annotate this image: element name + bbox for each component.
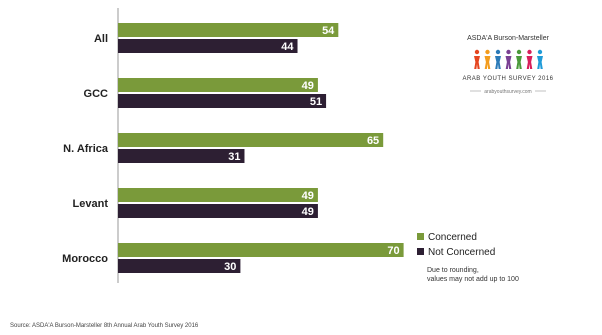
logo-figure-head-5	[516, 49, 522, 55]
value-label-concerned-levant: 49	[302, 190, 314, 202]
bar-concerned-levant	[118, 188, 318, 202]
survey-logo: ASDA'A Burson-Marsteller ARAB YOUTH SURV…	[462, 35, 553, 95]
bar-not-concerned-all	[118, 39, 298, 53]
legend: Concerned Not Concerned	[417, 232, 495, 258]
legend-label-concerned: Concerned	[428, 232, 477, 243]
logo-figure-head-2	[485, 49, 490, 55]
logo-figure-body-4	[505, 56, 512, 69]
category-label-gcc: GCC	[84, 88, 109, 100]
value-label-concerned-gcc: 49	[302, 80, 314, 92]
bar-not-concerned-morocco	[118, 259, 241, 273]
legend-swatch-not-concerned	[417, 248, 424, 255]
logo-figure-head-6	[527, 49, 532, 55]
bar-concerned-n-africa	[118, 133, 384, 147]
logo-figure-body-5	[516, 56, 522, 69]
source-footnote: Source: ASDA'A Burson-Marsteller 8th Ann…	[10, 323, 199, 329]
logo-brand-text: ASDA'A Burson-Marsteller	[467, 35, 550, 42]
logo-figure-body-6	[526, 56, 533, 69]
bars-group: All 54 44 GCC 49 51 N. Africa 65 31 Levant 49 49 Mor…	[62, 23, 404, 273]
logo-figure-head-7	[537, 49, 543, 55]
value-label-concerned-all: 54	[322, 25, 335, 37]
value-label-concerned-n-africa: 65	[367, 135, 379, 147]
logo-website: arabyouthsurvey.com	[484, 89, 531, 95]
legend-swatch-concerned	[417, 233, 424, 240]
category-label-morocco: Morocco	[62, 253, 108, 265]
value-label-not-concerned-gcc: 51	[310, 96, 322, 108]
value-label-concerned-morocco: 70	[387, 245, 399, 257]
bar-concerned-all	[118, 23, 339, 37]
logo-figure-head-1	[474, 49, 480, 55]
bar-not-concerned-n-africa	[118, 149, 245, 163]
value-label-not-concerned-morocco: 30	[224, 261, 236, 273]
logo-figure-body-1	[474, 56, 480, 69]
logo-figures-icon	[474, 49, 543, 69]
logo-figure-body-2	[484, 56, 491, 69]
logo-survey-title: ARAB YOUTH SURVEY 2016	[462, 76, 553, 82]
value-label-not-concerned-all: 44	[281, 41, 294, 53]
category-label-levant: Levant	[73, 198, 109, 210]
logo-figure-body-3	[495, 56, 501, 69]
value-label-not-concerned-levant: 49	[302, 206, 314, 218]
category-label-n-africa: N. Africa	[63, 143, 109, 155]
logo-figure-body-7	[537, 56, 543, 69]
logo-figure-head-4	[506, 49, 511, 55]
bar-not-concerned-levant	[118, 204, 318, 218]
legend-label-not-concerned: Not Concerned	[428, 247, 495, 258]
rounding-note-line-1: Due to rounding,	[427, 267, 479, 274]
note: Due to rounding, values may not add up t…	[427, 267, 519, 283]
value-label-not-concerned-n-africa: 31	[228, 151, 240, 163]
rounding-note-line-2: values may not add up to 100	[427, 276, 519, 283]
bar-not-concerned-gcc	[118, 94, 327, 108]
category-label-all: All	[94, 33, 108, 45]
logo-figure-head-3	[495, 49, 501, 55]
bar-concerned-morocco	[118, 243, 404, 257]
bar-concerned-gcc	[118, 78, 318, 92]
